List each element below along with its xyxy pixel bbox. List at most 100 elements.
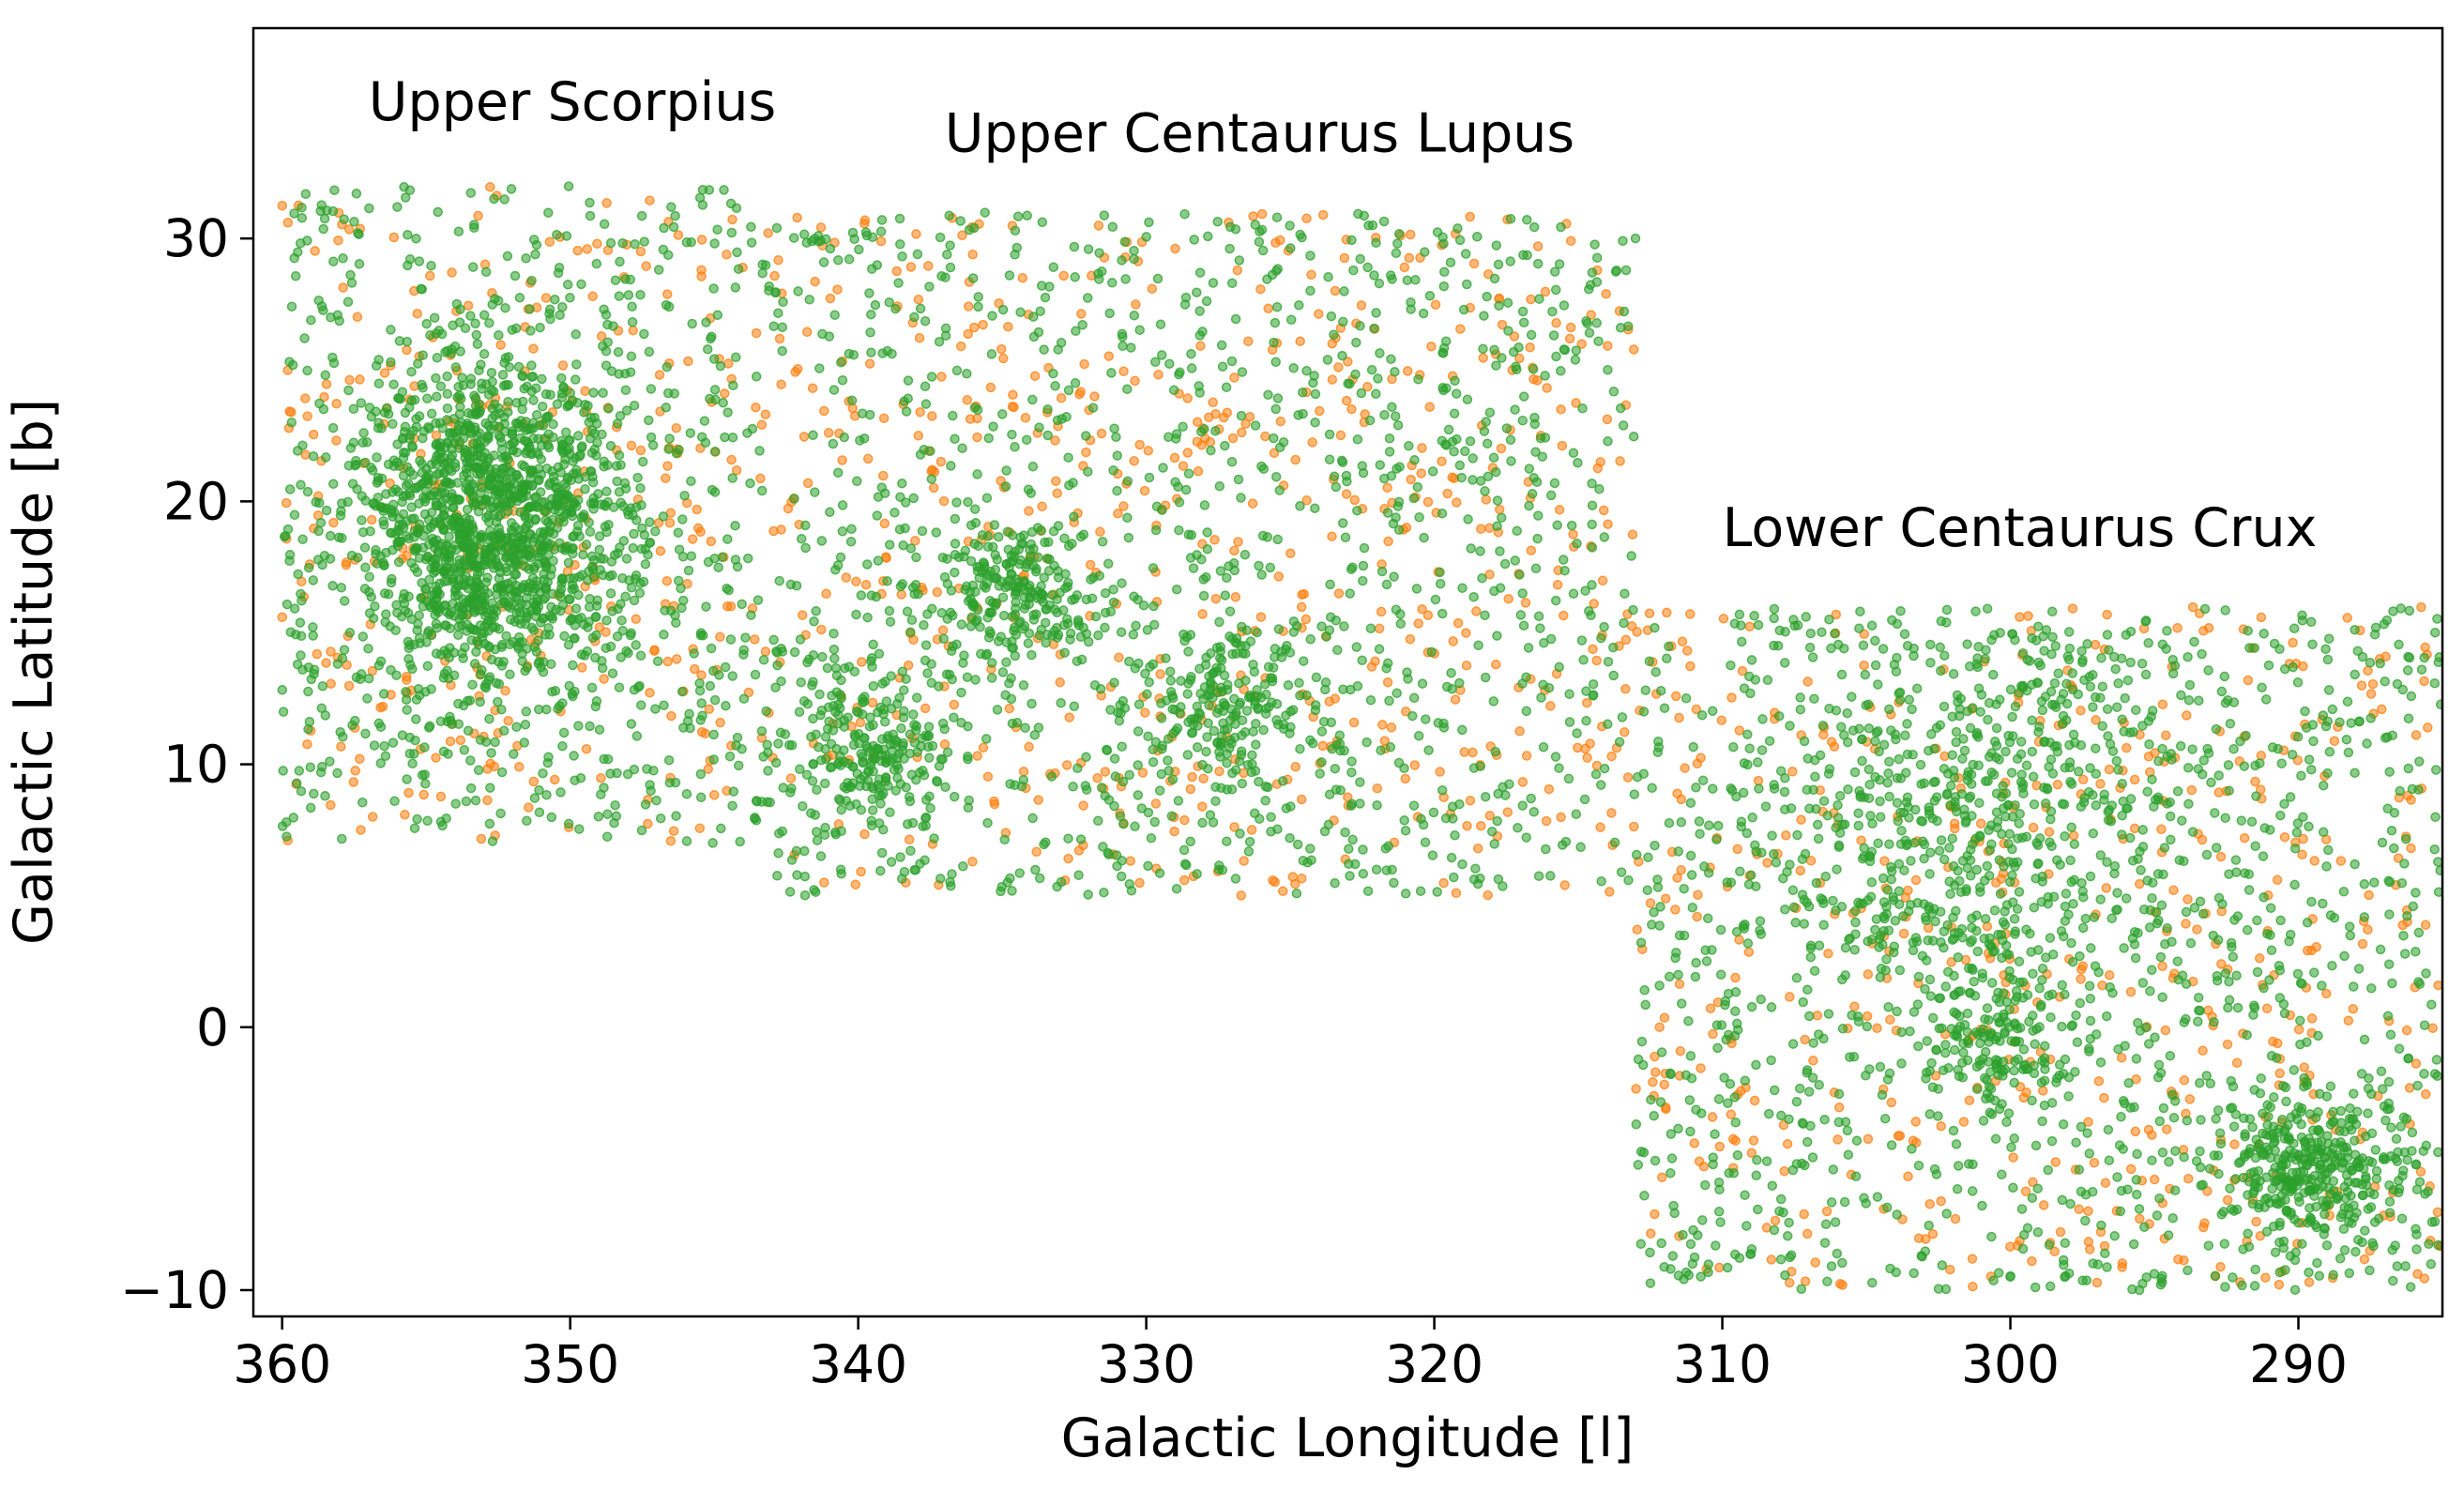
data-point [1944, 843, 1954, 853]
data-point [626, 583, 637, 593]
data-point [772, 871, 783, 881]
data-point [1802, 1228, 1813, 1239]
data-point [1462, 394, 1473, 405]
data-point [1298, 408, 1308, 419]
data-point [2338, 886, 2350, 897]
data-point [1716, 1020, 1727, 1030]
data-point [2102, 857, 2112, 868]
data-point [732, 732, 743, 743]
data-point [901, 782, 911, 793]
data-point [650, 526, 661, 537]
data-point [681, 236, 692, 248]
data-point [719, 388, 730, 399]
data-point [1771, 857, 1782, 868]
data-point [1730, 972, 1741, 983]
data-point [1672, 788, 1682, 798]
data-point [2377, 837, 2388, 848]
data-point [829, 310, 840, 320]
data-point [1248, 659, 1258, 670]
data-point [1428, 807, 1439, 818]
data-point [1748, 1135, 1759, 1146]
data-point [772, 660, 783, 671]
data-point [982, 771, 994, 783]
data-point [1267, 673, 1278, 684]
data-point [1594, 483, 1605, 494]
data-point [1616, 867, 1627, 877]
data-point [1674, 712, 1684, 723]
data-point [1639, 1191, 1650, 1201]
data-point [1894, 965, 1906, 976]
data-point [1229, 545, 1240, 556]
data-point [2085, 1015, 2096, 1026]
data-point [2398, 930, 2409, 941]
data-point [1795, 692, 1805, 703]
data-point [1420, 247, 1430, 257]
data-point [2427, 1023, 2438, 1033]
data-point [1650, 1209, 1660, 1220]
data-point [1836, 669, 1848, 680]
data-point [1883, 1002, 1894, 1012]
data-point [2274, 1279, 2285, 1290]
data-point [776, 379, 786, 389]
data-point [706, 643, 717, 654]
data-point [1461, 628, 1471, 638]
data-point [414, 256, 425, 266]
data-point [864, 409, 875, 420]
data-point [1786, 1250, 1797, 1260]
data-point [2267, 742, 2278, 753]
data-point [1081, 431, 1091, 441]
data-point [549, 774, 560, 785]
data-point [2311, 942, 2321, 952]
data-point [996, 409, 1008, 419]
data-point [2130, 952, 2141, 964]
data-point [1269, 448, 1280, 459]
data-point [1924, 809, 1935, 819]
data-point [802, 478, 814, 489]
data-point [526, 275, 537, 286]
data-point [2186, 784, 2198, 796]
data-point [2393, 1176, 2404, 1186]
data-point [1530, 563, 1542, 574]
data-point [1964, 1095, 1975, 1106]
data-point [1896, 1058, 1907, 1069]
data-point [1418, 308, 1429, 319]
data-point [1234, 255, 1245, 266]
data-point [328, 517, 339, 528]
data-point [2185, 937, 2197, 949]
data-point [608, 502, 619, 512]
data-point [1339, 252, 1350, 264]
data-point [1112, 450, 1123, 461]
data-point [945, 262, 956, 273]
data-point [1248, 726, 1258, 737]
data-point [2129, 774, 2140, 785]
data-point [2216, 959, 2227, 969]
data-point [1255, 283, 1266, 295]
data-point [1808, 1056, 1818, 1066]
data-point [1491, 466, 1501, 478]
data-point [1629, 789, 1640, 799]
data-point [2172, 956, 2183, 966]
data-point [1586, 310, 1596, 320]
data-point [482, 795, 493, 806]
data-point [489, 761, 500, 772]
data-point [949, 699, 960, 710]
data-point [296, 479, 306, 490]
data-point [1785, 992, 1795, 1002]
data-point [1778, 1207, 1788, 1218]
data-point [1104, 308, 1115, 319]
data-point [733, 760, 744, 771]
data-point [2402, 911, 2412, 921]
data-point [411, 233, 421, 244]
data-point [2028, 1177, 2038, 1188]
data-point [546, 812, 557, 823]
data-point [1603, 436, 1613, 447]
data-point [1942, 966, 1954, 978]
data-point [986, 349, 997, 359]
data-point [367, 812, 378, 822]
data-point [2287, 749, 2298, 760]
data-point [1683, 1015, 1694, 1026]
data-point [679, 490, 690, 501]
data-point [1409, 455, 1420, 465]
data-point [690, 663, 700, 675]
data-point [348, 777, 359, 787]
